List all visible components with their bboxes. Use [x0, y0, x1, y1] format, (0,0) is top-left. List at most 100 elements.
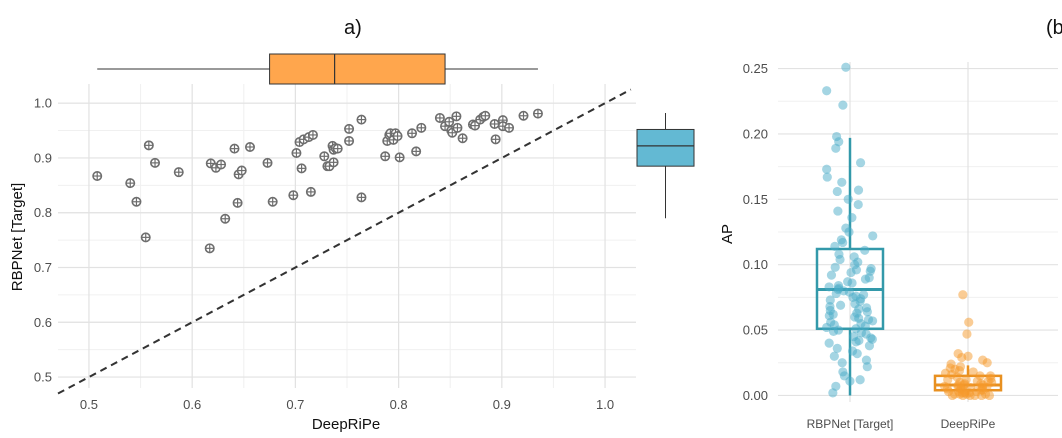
panel-a-label: a)	[344, 17, 362, 39]
data-point	[822, 172, 832, 182]
data-point	[380, 151, 391, 162]
panel-a-top-boxplot	[97, 53, 538, 85]
data-point	[957, 352, 967, 363]
data-point	[244, 141, 255, 152]
panel-b-boxplots	[815, 137, 1003, 396]
data-point	[947, 390, 957, 401]
data-point	[851, 337, 861, 347]
panel-a-grid	[58, 84, 636, 388]
data-point	[868, 231, 878, 241]
y-tick-label: 0.25	[743, 61, 768, 76]
box	[636, 128, 695, 167]
y-tick-label: 0.05	[743, 323, 768, 338]
data-point	[837, 358, 847, 368]
data-point	[968, 367, 978, 377]
data-point	[140, 232, 151, 243]
x-tick-label: 0.8	[390, 397, 408, 412]
data-point	[845, 376, 855, 386]
data-point	[828, 326, 839, 336]
data-point	[131, 196, 142, 207]
data-point	[319, 151, 330, 162]
data-point	[838, 100, 848, 110]
data-point	[822, 86, 832, 96]
panel-b-y-title: AP	[719, 224, 736, 244]
data-point	[831, 288, 841, 299]
panel-a-y-title: RBPNet [Target]	[9, 183, 26, 291]
data-point	[837, 177, 847, 187]
data-point	[447, 127, 458, 138]
data-point	[489, 118, 500, 129]
data-point	[434, 112, 445, 123]
data-point	[962, 329, 972, 339]
data-point	[490, 134, 501, 145]
data-point	[822, 322, 832, 333]
data-point	[407, 128, 418, 139]
data-point	[828, 388, 838, 398]
data-point	[392, 131, 403, 142]
y-tick-label: 0.00	[743, 388, 768, 403]
data-point	[344, 123, 355, 134]
data-point	[855, 158, 866, 168]
data-point	[150, 157, 161, 168]
data-point	[267, 196, 278, 207]
panel-b-label: (b	[1046, 17, 1062, 39]
data-point	[305, 186, 316, 197]
data-point	[229, 143, 240, 154]
data-point	[826, 270, 837, 280]
data-point	[843, 194, 853, 204]
data-point	[831, 143, 841, 153]
data-point	[452, 122, 463, 133]
data-point	[853, 199, 863, 210]
data-point	[847, 278, 857, 288]
x-tick-label: 0.7	[286, 397, 304, 412]
y-tick-label: 0.5	[34, 370, 52, 385]
diagonal-line	[57, 88, 632, 395]
data-point	[964, 317, 974, 327]
data-point	[838, 237, 848, 248]
data-point	[457, 133, 468, 144]
data-point	[822, 164, 832, 174]
data-point	[291, 148, 302, 159]
data-point	[830, 241, 840, 251]
data-point	[232, 197, 243, 208]
data-point	[411, 146, 422, 157]
data-point	[829, 351, 839, 361]
data-point	[835, 300, 846, 310]
data-point	[204, 243, 215, 254]
x-tick-label: 0.5	[80, 397, 98, 412]
data-point	[332, 143, 343, 154]
y-tick-label: 0.10	[743, 257, 768, 272]
data-point	[143, 140, 154, 151]
data-point	[982, 358, 992, 368]
data-point	[504, 122, 515, 133]
data-point	[864, 341, 875, 351]
data-point	[480, 110, 491, 121]
data-point	[824, 282, 834, 292]
x-tick-label: 1.0	[596, 397, 614, 412]
panel-a-right-boxplot	[636, 113, 695, 219]
data-point	[832, 343, 842, 353]
data-point	[532, 108, 543, 119]
data-point	[307, 129, 318, 140]
data-point	[518, 110, 529, 121]
data-point	[862, 307, 872, 317]
data-point	[846, 267, 856, 278]
data-point	[262, 157, 273, 168]
panel-a-ticks: 0.5 0.6 0.7 0.8 0.9 1.0 0.5 0.6 0.7 0.8 0.9 1.0	[34, 96, 614, 412]
data-point	[860, 274, 871, 284]
data-point	[830, 262, 840, 272]
data-point	[125, 178, 136, 189]
panel-a-points	[92, 108, 543, 254]
data-point	[469, 120, 480, 131]
data-point	[867, 316, 878, 326]
data-point	[394, 152, 405, 163]
data-point	[824, 338, 834, 348]
x-tick-label: RBPNet [Target]	[807, 417, 894, 431]
panel-b-points	[822, 62, 997, 401]
data-point	[853, 185, 864, 195]
panel-b-grid	[778, 62, 1058, 402]
data-point	[328, 157, 339, 168]
data-point	[855, 375, 865, 385]
data-point	[958, 390, 968, 401]
